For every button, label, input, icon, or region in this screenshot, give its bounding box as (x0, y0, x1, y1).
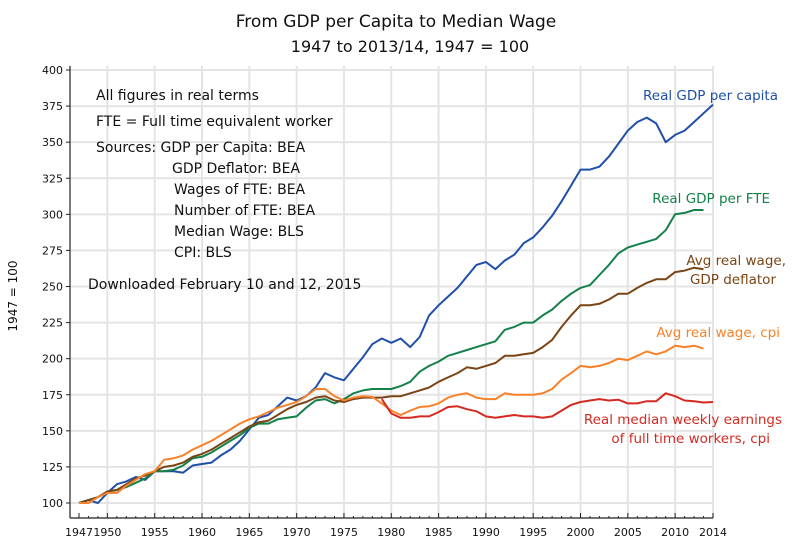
series-line (380, 392, 714, 419)
x-tick-label: 1970 (283, 526, 311, 539)
chart-title: From GDP per Capita to Median Wage (236, 12, 556, 32)
y-tick-label: 350 (42, 136, 63, 149)
x-tick-label: 1965 (235, 526, 263, 539)
x-tick-label: 2005 (614, 526, 642, 539)
x-tick-label: 2014 (699, 526, 727, 539)
y-tick-label: 225 (42, 317, 63, 330)
annotation-text: GDP Deflator: BEA (172, 161, 300, 177)
series-line (79, 344, 704, 504)
y-tick-label: 175 (42, 389, 63, 402)
y-tick-label: 250 (42, 281, 63, 294)
chart-subtitle: 1947 to 2013/14, 1947 = 100 (291, 37, 529, 56)
x-tick-label: 2000 (567, 526, 595, 539)
x-tick-label: 1985 (425, 526, 453, 539)
series-label: Avg real wage, (686, 253, 786, 269)
x-tick-label: 1995 (519, 526, 547, 539)
y-tick-label: 100 (42, 497, 63, 510)
annotation-text: FTE = Full time equivalent worker (96, 114, 333, 130)
y-tick-label: 325 (42, 172, 63, 185)
series-line (78, 103, 714, 504)
y-tick-label: 400 (42, 64, 63, 77)
x-tick-label: 1980 (377, 526, 405, 539)
y-axis-label: 1947 = 100 (6, 260, 20, 331)
x-tick-label: 1955 (141, 526, 169, 539)
y-tick-label: 125 (42, 461, 63, 474)
series-label: Real GDP per FTE (652, 191, 770, 207)
y-tick-label: 275 (42, 244, 63, 257)
x-tick-label: 1947 (65, 526, 93, 539)
series-label: Real median weekly earnings (584, 412, 782, 428)
annotation-text: All figures in real terms (96, 88, 259, 104)
x-tick-label: 1960 (188, 526, 216, 539)
y-tick-label: 200 (42, 353, 63, 366)
y-tick-label: 150 (42, 425, 63, 438)
annotation-text: Number of FTE: BEA (174, 203, 315, 219)
y-tick-label: 375 (42, 100, 63, 113)
series-line (78, 266, 704, 504)
x-tick-label: 2010 (661, 526, 689, 539)
series-label: GDP deflator (690, 272, 776, 288)
x-tick-label: 1990 (472, 526, 500, 539)
annotation-text: Median Wage: BLS (174, 224, 304, 240)
annotation-text: Sources: GDP per Capita: BEA (96, 140, 306, 156)
series-line (78, 209, 704, 504)
annotation-text: Downloaded February 10 and 12, 2015 (88, 277, 361, 293)
x-tick-label: 1975 (330, 526, 358, 539)
series-label: Avg real wage, cpi (656, 325, 780, 341)
annotation-text: Wages of FTE: BEA (174, 182, 306, 198)
series-label: of full time workers, cpi (611, 431, 770, 447)
annotation-text: CPI: BLS (174, 245, 232, 261)
series-label: Real GDP per capita (643, 88, 778, 104)
y-tick-label: 300 (42, 208, 63, 221)
x-tick-label: 1950 (93, 526, 121, 539)
